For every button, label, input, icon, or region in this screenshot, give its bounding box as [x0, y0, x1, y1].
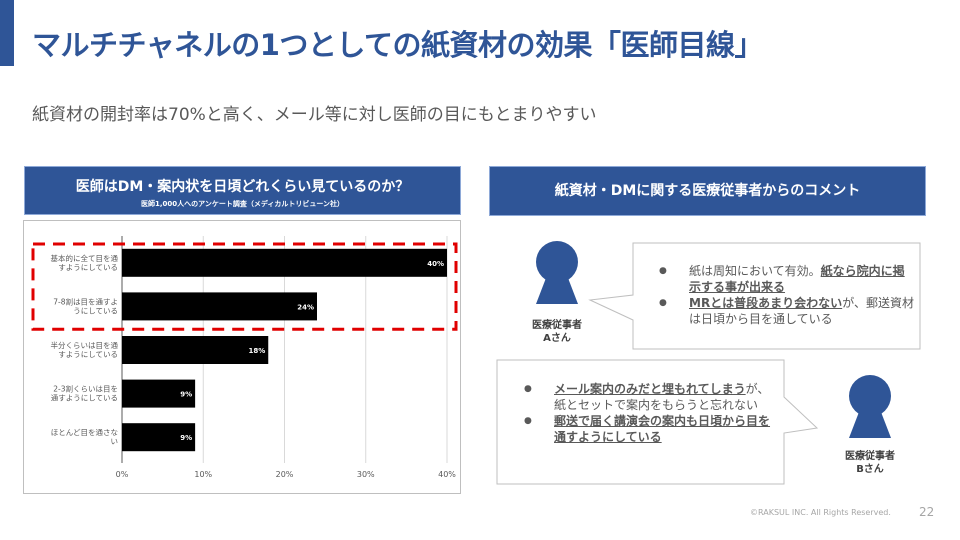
comment-text: 紙は周知において有効。: [689, 264, 821, 278]
person-a-role: 医療従事者: [532, 320, 582, 331]
comment-list-a: 紙は周知において有効。紙なら院内に掲示する事が出来るMRとは普段あまり会わないが…: [655, 263, 915, 327]
category-label: うにしている: [73, 306, 118, 315]
data-label: 24%: [297, 303, 314, 311]
category-label: すようにしている: [58, 350, 118, 359]
person-b-name: Bさん: [856, 464, 884, 475]
person-b-role: 医療従事者: [845, 451, 895, 462]
x-tick-label: 20%: [276, 470, 294, 479]
chart-source: 医師1,000人へのアンケート調査（メディカルトリビューン社）: [140, 200, 345, 208]
highlight-box: [31, 242, 458, 331]
x-tick-label: 0%: [116, 470, 129, 479]
bar: [122, 336, 269, 364]
data-label: 40%: [427, 260, 444, 268]
slide-title: マルチチャネルの1つとしての紙資材の効果「医師目線」: [32, 28, 764, 62]
page-number: 22: [919, 505, 935, 519]
category-label: 通すようにしている: [51, 393, 118, 403]
emphasized-text: 紙なら院内に掲示する事が出来る: [689, 264, 905, 294]
bar: [122, 379, 196, 408]
x-tick-label: 30%: [357, 470, 375, 479]
title-accent-stripe: [0, 0, 14, 66]
comment-item: MRとは普段あまり会わないが、郵送資材は日頃から目を通している: [655, 295, 915, 327]
comment-text: が、紙とセットで案内をもらうと忘れない: [554, 382, 770, 412]
emphasized-text: 郵送で届く講演会の案内も日頃から目を通すようにしている: [554, 414, 771, 444]
emphasized-text: MRとは普段あまり会わない: [689, 296, 843, 310]
copyright: ©RAKSUL INC. All Rights Reserved.: [750, 508, 891, 517]
category-label: い: [111, 437, 119, 446]
chart-header: 医師はDM・案内状を日頃どれくらい見ているのか？ 医師1,000人へのアンケート…: [24, 166, 461, 215]
category-label: 基本的に全て目を通: [51, 253, 119, 263]
comment-text: が、郵送資材は日頃から目を通している: [689, 296, 914, 326]
category-label: 2-3割くらいは目を: [53, 384, 118, 394]
person-a-name: Aさん: [543, 333, 571, 344]
chart-box: [23, 220, 461, 494]
person-a-icon: [536, 241, 578, 304]
emphasized-text: メール案内のみだと埋もれてしまう: [554, 382, 746, 396]
person-b-icon: [849, 375, 891, 438]
x-tick-label: 40%: [438, 470, 456, 479]
category-label: 半分くらいは目を通: [51, 340, 119, 350]
person-a-label: 医療従事者 Aさん: [522, 319, 592, 345]
category-label: 7-8割は目を通すよ: [53, 296, 118, 306]
chart-header-title: 医師はDM・案内状を日頃どれくらい見ているのか？: [75, 179, 410, 195]
person-b-label: 医療従事者 Bさん: [835, 450, 905, 476]
bar: [122, 248, 447, 277]
category-label: すようにしている: [58, 263, 118, 272]
comment-list-b: メール案内のみだと埋もれてしまうが、紙とセットで案内をもらうと忘れない郵送で届く…: [520, 381, 775, 445]
data-label: 9%: [180, 434, 192, 442]
data-label: 9%: [180, 391, 192, 399]
bar: [122, 292, 317, 321]
category-label: ほとんど目を通さな: [51, 427, 118, 437]
bar: [122, 423, 196, 452]
comment-item: メール案内のみだと埋もれてしまうが、紙とセットで案内をもらうと忘れない: [520, 381, 775, 413]
x-tick-label: 10%: [194, 470, 212, 479]
comment-item: 郵送で届く講演会の案内も日頃から目を通すようにしている: [520, 413, 775, 445]
slide-subtitle: 紙資材の開封率は70%と高く、メール等に対し医師の目にもとまりやすい: [32, 105, 597, 125]
comments-header: 紙資材・DMに関する医療従事者からのコメント: [489, 166, 926, 216]
data-label: 18%: [248, 347, 265, 355]
comment-item: 紙は周知において有効。紙なら院内に掲示する事が出来る: [655, 263, 915, 295]
